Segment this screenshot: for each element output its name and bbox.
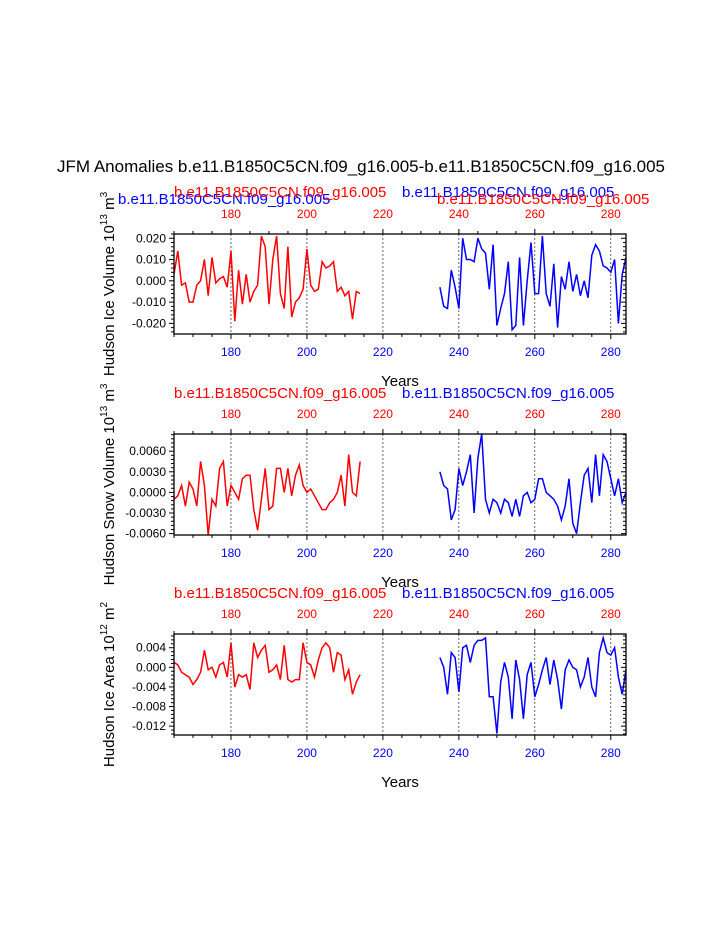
x-tick-label-top: 240: [449, 607, 469, 621]
series-line-case2: [439, 434, 626, 534]
y-axis-title-main: Hudson Ice Volume 10: [101, 225, 118, 376]
x-tick-label-top: 200: [297, 207, 317, 221]
x-tick-label-top: 240: [449, 207, 469, 221]
case2-label: b.e11.B1850C5CN.f09_g16.005: [402, 184, 614, 201]
x-tick-label-bottom: 200: [297, 345, 317, 359]
y-axis-title-unit-exponent: 3: [99, 383, 110, 389]
x-tick-label-top: 180: [221, 407, 241, 421]
x-axis-title: Years: [381, 373, 419, 390]
x-tick-label-bottom: 260: [525, 345, 545, 359]
figure-title: JFM Anomalies b.e11.B1850C5CN.f09_g16.00…: [57, 157, 665, 176]
series-line-case1: [174, 235, 361, 322]
y-axis-title: Hudson Snow Volume 1013 m3: [99, 383, 118, 585]
x-tick-label-top: 280: [601, 207, 621, 221]
x-axis-title: Years: [381, 574, 419, 591]
x-tick-label-bottom: 220: [373, 345, 393, 359]
case1-label: b.e11.B1850C5CN.f09_g16.005: [437, 191, 649, 208]
y-axis-title-exponent: 13: [99, 405, 110, 417]
x-tick-label-top: 180: [221, 607, 241, 621]
x-tick-label-top: 180: [221, 207, 241, 221]
plot-frame: [173, 633, 627, 736]
case1-label: b.e11.B1850C5CN.f09_g16.005: [174, 385, 386, 402]
x-tick-label-bottom: 180: [221, 345, 241, 359]
y-axis-title: Hudson Ice Volume 1013 m3: [99, 191, 118, 376]
y-axis-title-exponent: 13: [99, 214, 110, 226]
x-tick-label-bottom: 240: [449, 546, 469, 560]
y-tick-label: -0.008: [132, 700, 166, 714]
x-tick-label-bottom: 280: [601, 746, 621, 760]
x-tick-label-bottom: 220: [373, 546, 393, 560]
y-axis-title-unit: m: [101, 608, 118, 625]
y-tick-label: 0.010: [136, 253, 166, 267]
y-tick-label: -0.020: [132, 316, 166, 330]
series-line-case2: [439, 634, 626, 734]
y-tick-label: -0.0060: [125, 527, 166, 541]
case2-label: b.e11.B1850C5CN.f09_g16.005: [402, 585, 614, 602]
x-tick-label-bottom: 260: [525, 746, 545, 760]
x-tick-label-top: 200: [297, 607, 317, 621]
y-tick-label: 0.000: [136, 660, 166, 674]
x-tick-label-top: 220: [373, 207, 393, 221]
x-tick-label-top: 260: [525, 207, 545, 221]
x-tick-label-top: 220: [373, 607, 393, 621]
x-tick-label-top: 200: [297, 407, 317, 421]
y-tick-label: 0.020: [136, 231, 166, 245]
x-axis-title: Years: [381, 774, 419, 791]
x-tick-label-bottom: 240: [449, 345, 469, 359]
y-tick-label: -0.010: [132, 295, 166, 309]
y-tick-label: -0.0030: [125, 506, 166, 520]
case2-label: b.e11.B1850C5CN.f09_g16.005: [118, 191, 330, 208]
y-tick-label: 0.0060: [129, 444, 166, 458]
y-axis-title-exponent: 12: [99, 624, 110, 636]
case1-label: b.e11.B1850C5CN.f09_g16.005: [174, 585, 386, 602]
panel-snow-volume: -0.0060 -0.0030 0.0000 0.0030 0.0060 180 200 22…: [99, 383, 627, 591]
series-line-case1: [174, 454, 361, 535]
y-tick-label: 0.0030: [129, 465, 166, 479]
x-tick-label-bottom: 200: [297, 546, 317, 560]
panel-ice-volume: -0.020 -0.010 0.000 0.010 0.020 180 200 220 240 2…: [99, 184, 649, 390]
series-line-case2: [439, 236, 626, 332]
x-tick-label-bottom: 280: [601, 345, 621, 359]
y-axis-title: Hudson Ice Area 1012 m2: [99, 602, 118, 768]
x-tick-label-top: 260: [525, 407, 545, 421]
x-tick-label-top: 240: [449, 407, 469, 421]
x-tick-label-bottom: 180: [221, 546, 241, 560]
panels-group: -0.020 -0.010 0.000 0.010 0.020 180 200 220 240 2…: [99, 184, 649, 791]
y-tick-label: 0.004: [136, 641, 166, 655]
x-tick-label-bottom: 260: [525, 546, 545, 560]
y-tick-label: 0.000: [136, 274, 166, 288]
panel-ice-area: -0.012 -0.008 -0.004 0.000 0.004 180 200 220 240…: [99, 585, 627, 791]
plot-frame: [173, 233, 627, 335]
y-axis-title-unit-exponent: 3: [99, 191, 110, 197]
y-tick-label: -0.004: [132, 680, 166, 694]
series-line-case1: [174, 641, 361, 695]
x-tick-label-bottom: 180: [221, 746, 241, 760]
case2-label: b.e11.B1850C5CN.f09_g16.005: [402, 385, 614, 402]
y-axis-title-unit-exponent: 2: [99, 602, 110, 608]
y-tick-label: -0.012: [132, 719, 166, 733]
y-tick-label: 0.0000: [129, 485, 166, 499]
x-tick-label-bottom: 280: [601, 546, 621, 560]
y-axis-title-unit: m: [101, 197, 118, 214]
x-tick-label-top: 220: [373, 407, 393, 421]
y-axis-title-main: Hudson Ice Area 10: [101, 635, 118, 767]
x-tick-label-bottom: 200: [297, 746, 317, 760]
x-tick-label-top: 280: [601, 607, 621, 621]
x-tick-label-bottom: 220: [373, 746, 393, 760]
x-tick-label-bottom: 240: [449, 746, 469, 760]
x-tick-label-top: 280: [601, 407, 621, 421]
x-tick-label-top: 260: [525, 607, 545, 621]
y-axis-title-main: Hudson Snow Volume 10: [101, 417, 118, 585]
case1-label: b.e11.B1850C5CN.f09_g16.005: [174, 184, 386, 201]
y-axis-title-unit: m: [101, 389, 118, 406]
